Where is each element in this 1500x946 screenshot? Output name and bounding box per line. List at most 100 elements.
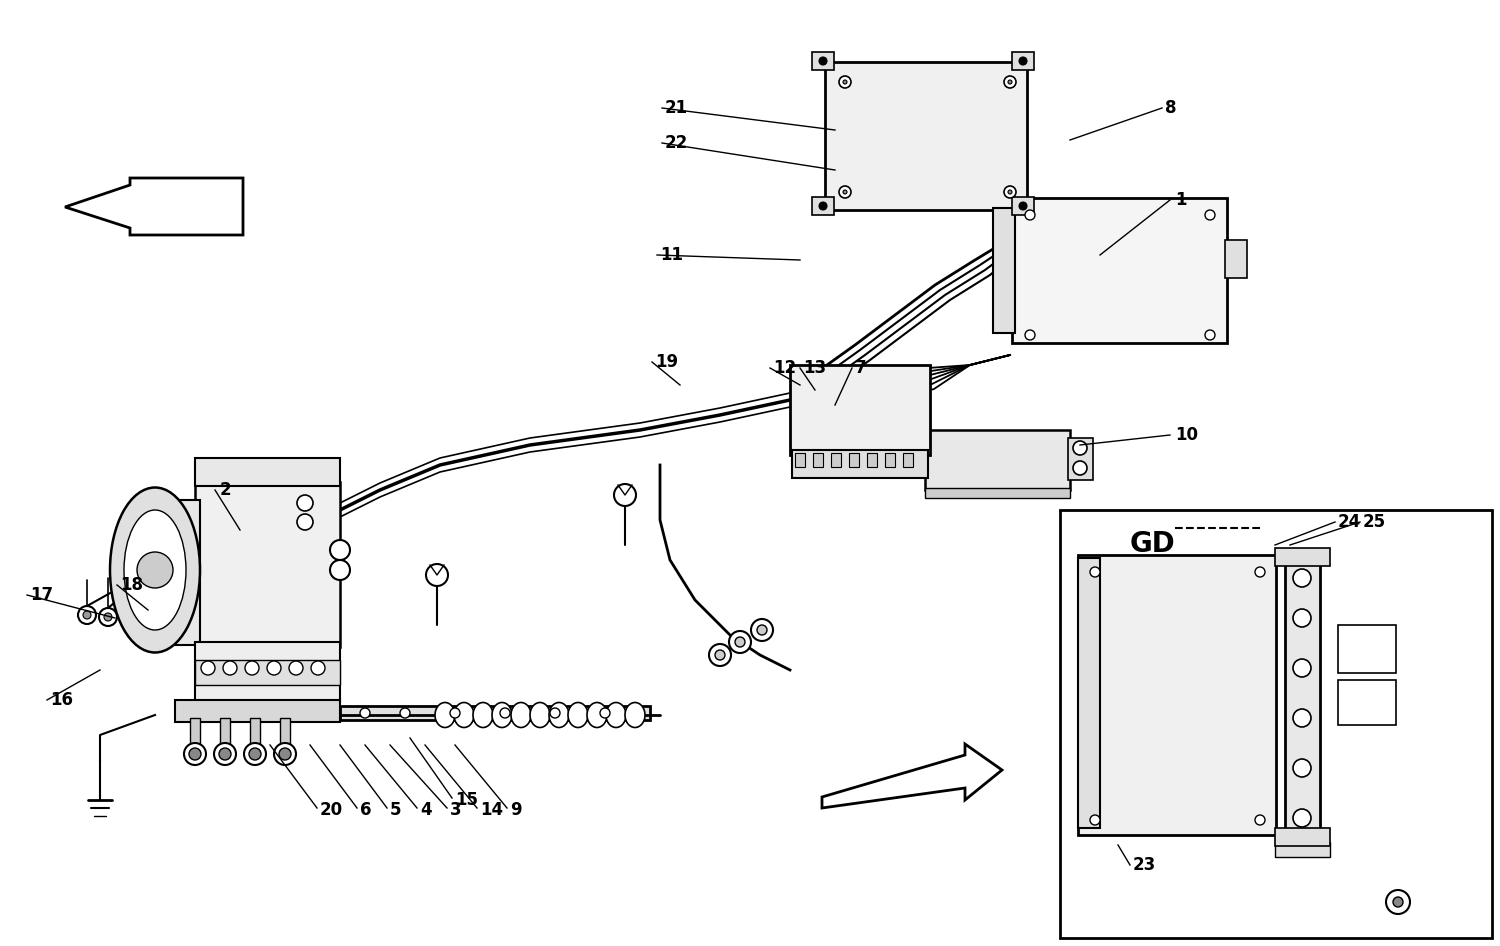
Circle shape bbox=[1386, 890, 1410, 914]
Circle shape bbox=[843, 190, 848, 194]
Circle shape bbox=[274, 743, 296, 765]
Text: 6: 6 bbox=[360, 801, 372, 819]
Text: 18: 18 bbox=[120, 576, 142, 594]
Circle shape bbox=[267, 661, 280, 675]
Text: 10: 10 bbox=[1174, 426, 1198, 444]
Circle shape bbox=[244, 661, 260, 675]
Circle shape bbox=[1008, 190, 1013, 194]
Ellipse shape bbox=[626, 703, 645, 727]
Bar bbox=[926, 488, 1070, 498]
Circle shape bbox=[1004, 76, 1016, 88]
Text: 17: 17 bbox=[30, 586, 52, 604]
Circle shape bbox=[839, 76, 850, 88]
Bar bbox=[1013, 52, 1034, 70]
Circle shape bbox=[279, 748, 291, 760]
Circle shape bbox=[1024, 210, 1035, 220]
Ellipse shape bbox=[549, 703, 568, 727]
Circle shape bbox=[1394, 897, 1402, 907]
Text: 23: 23 bbox=[1132, 856, 1156, 874]
Circle shape bbox=[450, 708, 460, 718]
Circle shape bbox=[297, 514, 314, 530]
Ellipse shape bbox=[568, 703, 588, 727]
Text: 12: 12 bbox=[772, 359, 796, 377]
Circle shape bbox=[614, 484, 636, 506]
Circle shape bbox=[1019, 57, 1028, 65]
Text: 9: 9 bbox=[510, 801, 522, 819]
Text: 20: 20 bbox=[320, 801, 344, 819]
Text: 3: 3 bbox=[450, 801, 462, 819]
Ellipse shape bbox=[110, 487, 200, 653]
Circle shape bbox=[330, 560, 350, 580]
Circle shape bbox=[1293, 569, 1311, 587]
Bar bbox=[812, 52, 834, 70]
Circle shape bbox=[1024, 330, 1035, 340]
Circle shape bbox=[1293, 709, 1311, 727]
Ellipse shape bbox=[530, 703, 550, 727]
Ellipse shape bbox=[435, 703, 454, 727]
Text: 13: 13 bbox=[802, 359, 826, 377]
Ellipse shape bbox=[606, 703, 625, 727]
Circle shape bbox=[330, 540, 350, 560]
Circle shape bbox=[1004, 186, 1016, 198]
Circle shape bbox=[716, 650, 724, 660]
Bar bbox=[813, 453, 824, 467]
Circle shape bbox=[600, 708, 610, 718]
Text: 8: 8 bbox=[1166, 99, 1176, 117]
Circle shape bbox=[758, 625, 766, 635]
Circle shape bbox=[1293, 609, 1311, 627]
Polygon shape bbox=[822, 744, 1002, 808]
Circle shape bbox=[310, 661, 326, 675]
Bar bbox=[849, 453, 859, 467]
Bar bbox=[1078, 558, 1100, 828]
Circle shape bbox=[819, 202, 827, 210]
Bar bbox=[1275, 548, 1330, 566]
Circle shape bbox=[426, 564, 448, 586]
Circle shape bbox=[244, 743, 266, 765]
Circle shape bbox=[104, 613, 112, 621]
Text: 16: 16 bbox=[50, 691, 74, 709]
Text: 24: 24 bbox=[1338, 513, 1362, 531]
Bar bbox=[792, 450, 928, 478]
Bar bbox=[831, 453, 842, 467]
Circle shape bbox=[1090, 567, 1100, 577]
Text: GD: GD bbox=[1130, 530, 1176, 558]
Ellipse shape bbox=[586, 703, 608, 727]
Circle shape bbox=[1293, 809, 1311, 827]
Text: 1: 1 bbox=[1174, 191, 1186, 209]
Text: 15: 15 bbox=[454, 791, 478, 809]
Text: 22: 22 bbox=[664, 134, 688, 152]
Text: 4: 4 bbox=[420, 801, 432, 819]
Bar bbox=[190, 718, 200, 748]
Circle shape bbox=[400, 708, 410, 718]
Circle shape bbox=[249, 748, 261, 760]
Circle shape bbox=[839, 186, 850, 198]
Ellipse shape bbox=[512, 703, 531, 727]
Circle shape bbox=[752, 619, 772, 641]
Bar bbox=[1275, 828, 1330, 846]
Bar bbox=[220, 718, 230, 748]
Circle shape bbox=[224, 661, 237, 675]
Text: 5: 5 bbox=[390, 801, 402, 819]
Bar bbox=[1013, 198, 1227, 343]
Circle shape bbox=[360, 708, 370, 718]
Circle shape bbox=[297, 495, 314, 511]
Circle shape bbox=[184, 743, 206, 765]
Bar bbox=[812, 197, 834, 215]
Circle shape bbox=[99, 608, 117, 626]
Bar bbox=[867, 453, 877, 467]
Bar bbox=[1275, 842, 1330, 857]
Bar bbox=[1078, 555, 1276, 835]
Text: 7: 7 bbox=[855, 359, 867, 377]
Bar bbox=[795, 453, 806, 467]
Text: 19: 19 bbox=[656, 353, 678, 371]
Bar bbox=[176, 700, 340, 722]
Bar bbox=[1338, 680, 1396, 725]
Bar bbox=[1286, 555, 1320, 835]
Circle shape bbox=[290, 661, 303, 675]
Bar bbox=[885, 453, 896, 467]
Text: 21: 21 bbox=[664, 99, 688, 117]
Circle shape bbox=[1293, 759, 1311, 777]
Circle shape bbox=[500, 708, 510, 718]
Circle shape bbox=[1256, 815, 1264, 825]
Circle shape bbox=[710, 644, 730, 666]
